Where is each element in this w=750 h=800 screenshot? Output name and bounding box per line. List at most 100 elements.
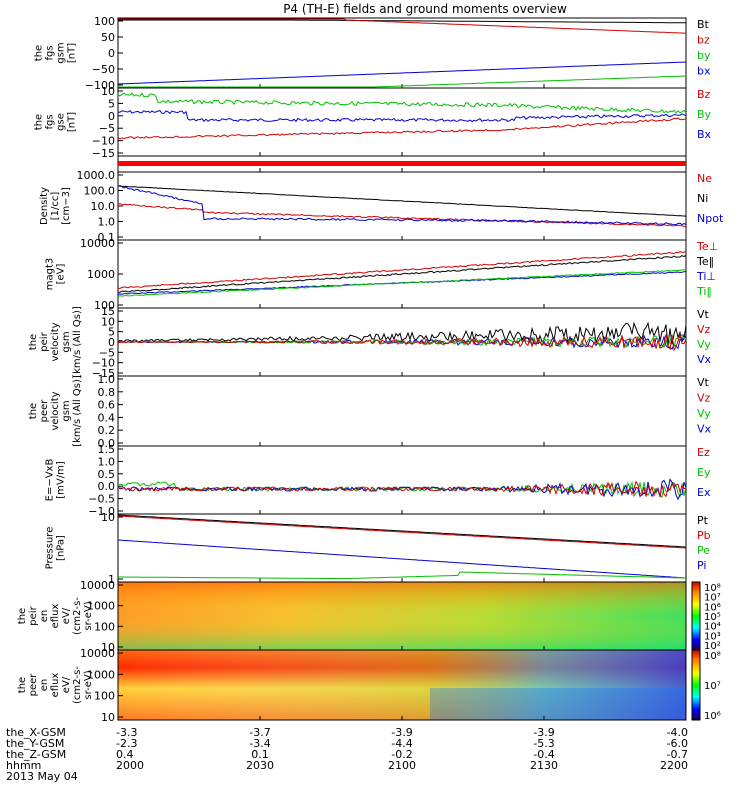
legend-entry: Pi <box>697 559 706 572</box>
y-tick-label: 1000 <box>87 268 115 281</box>
legend-entry: Vx <box>697 423 712 436</box>
panel-frame <box>117 375 687 447</box>
y-tick-label: 1000 <box>87 600 115 613</box>
series-Ni <box>117 185 687 217</box>
series-Pb <box>117 515 687 549</box>
colorbar <box>691 649 701 721</box>
x-value-label: -0.2 <box>391 748 412 761</box>
y-tick-label: 10000 <box>80 647 115 660</box>
legend-entry: Vz <box>697 392 711 405</box>
legend-entry: Pb <box>697 529 711 542</box>
y-tick-label: 100.0 <box>84 185 116 198</box>
legend-entry: Npot <box>697 212 724 225</box>
y-tick-label: −0.5 <box>88 493 115 506</box>
legend-entry: Bx <box>697 128 712 141</box>
y-axis-label: [km/s (All Qs)] <box>72 375 83 447</box>
series-Bx <box>117 110 687 123</box>
colorbar-label: 10³ <box>704 631 721 642</box>
colorbar-label: 10² <box>704 641 721 652</box>
series-Ne <box>117 203 687 228</box>
y-axis-label: gsm <box>61 331 72 352</box>
y-tick-label: 1.0 <box>98 455 116 468</box>
y-axis-label: velocity <box>50 391 61 430</box>
y-axis-label: the <box>28 334 39 350</box>
y-axis-label: eV/ <box>61 607 72 624</box>
y-tick-label: 0.1 <box>98 231 116 244</box>
series-Ez <box>117 480 687 498</box>
y-tick-label: 10 <box>101 85 115 98</box>
figure-title: P4 (TH-E) fields and ground moments over… <box>283 2 567 16</box>
y-tick-label: 10000 <box>80 579 115 592</box>
legend-entry: Bt <box>697 18 710 31</box>
series-by <box>118 75 687 88</box>
colorbar-label: 10⁵ <box>704 612 721 623</box>
y-tick-label: 1.5 <box>98 443 116 456</box>
y-tick-label: 1 <box>108 573 115 586</box>
y-axis-label: the <box>34 45 45 61</box>
series-bz <box>118 18 687 34</box>
y-tick-label: 100 <box>94 15 115 28</box>
legend-entry: Te‖ <box>696 255 714 268</box>
y-tick-label: 5 <box>108 97 115 110</box>
y-tick-label: 0.6 <box>98 399 116 412</box>
y-tick-label: 0.2 <box>98 424 116 437</box>
y-axis-label: [nT] <box>67 112 78 132</box>
y-axis-label: peir <box>28 605 39 625</box>
legend-entry: bz <box>697 34 710 47</box>
series-Pe <box>118 571 687 580</box>
ion-spectrogram-shade <box>118 582 686 650</box>
x-row-label: the_Y-GSM <box>6 737 64 750</box>
series-Bt <box>118 19 686 24</box>
y-tick-label: 0 <box>108 47 115 60</box>
y-axis-label: [km/s (All Qs)] <box>72 306 83 378</box>
y-axis-label: [nT] <box>67 43 78 63</box>
y-axis-label: fgs <box>45 45 56 60</box>
y-tick-label: 10 <box>101 511 115 524</box>
y-axis-label: peer <box>39 399 50 423</box>
legend-entry: Bz <box>697 88 711 101</box>
x-value-label: -0.4 <box>533 748 554 761</box>
series-Vz <box>117 332 687 352</box>
colorbar <box>691 581 701 651</box>
x-value-label: -4.0 <box>667 726 688 739</box>
x-value-label: 2130 <box>530 759 558 772</box>
y-axis-label: fgs <box>45 114 56 129</box>
series-Te-perp <box>117 250 687 290</box>
legend-entry: Ti⊥ <box>696 270 716 283</box>
legend-entry: Vy <box>697 407 711 420</box>
mode-bar <box>118 161 686 166</box>
y-tick-label: −5 <box>99 122 115 135</box>
legend-entry: Pt <box>697 514 709 527</box>
x-row-label: the_X-GSM <box>6 726 66 739</box>
colorbar-label: 10⁸ <box>704 583 721 594</box>
y-axis-label: peir <box>39 331 50 351</box>
x-value-label: 0.4 <box>116 748 134 761</box>
y-axis-label: E=−VxB <box>45 459 56 502</box>
y-tick-label: 0 <box>108 110 115 123</box>
y-tick-label: 0.5 <box>98 468 116 481</box>
y-tick-label: 0.0 <box>98 437 116 450</box>
x-value-label: -5.3 <box>533 737 554 750</box>
series-Npot <box>117 185 687 226</box>
y-axis-label: [nPa] <box>56 535 67 561</box>
y-axis-label: [1/cc] <box>50 192 61 221</box>
legend-entry: Ez <box>697 446 710 459</box>
y-axis-label: Pressure <box>45 527 56 570</box>
legend-entry: Te⊥ <box>696 240 718 253</box>
y-axis-label: eflux <box>50 604 61 629</box>
y-tick-label: 100 <box>94 299 115 312</box>
x-value-label: -3.9 <box>533 726 554 739</box>
y-tick-label: 1.0 <box>98 373 116 386</box>
y-tick-label: 10.0 <box>91 200 116 213</box>
series-Pi <box>117 539 687 579</box>
x-value-label: 2100 <box>388 759 416 772</box>
y-tick-label: −1.0 <box>88 505 115 518</box>
x-value-label: 0.1 <box>251 748 269 761</box>
electron-spectrogram-shade <box>118 650 686 720</box>
legend-entry: bx <box>697 65 711 78</box>
y-tick-label: −50 <box>92 63 115 76</box>
spectrogram-layer <box>118 582 686 720</box>
y-axis-label: eflux <box>50 673 61 698</box>
